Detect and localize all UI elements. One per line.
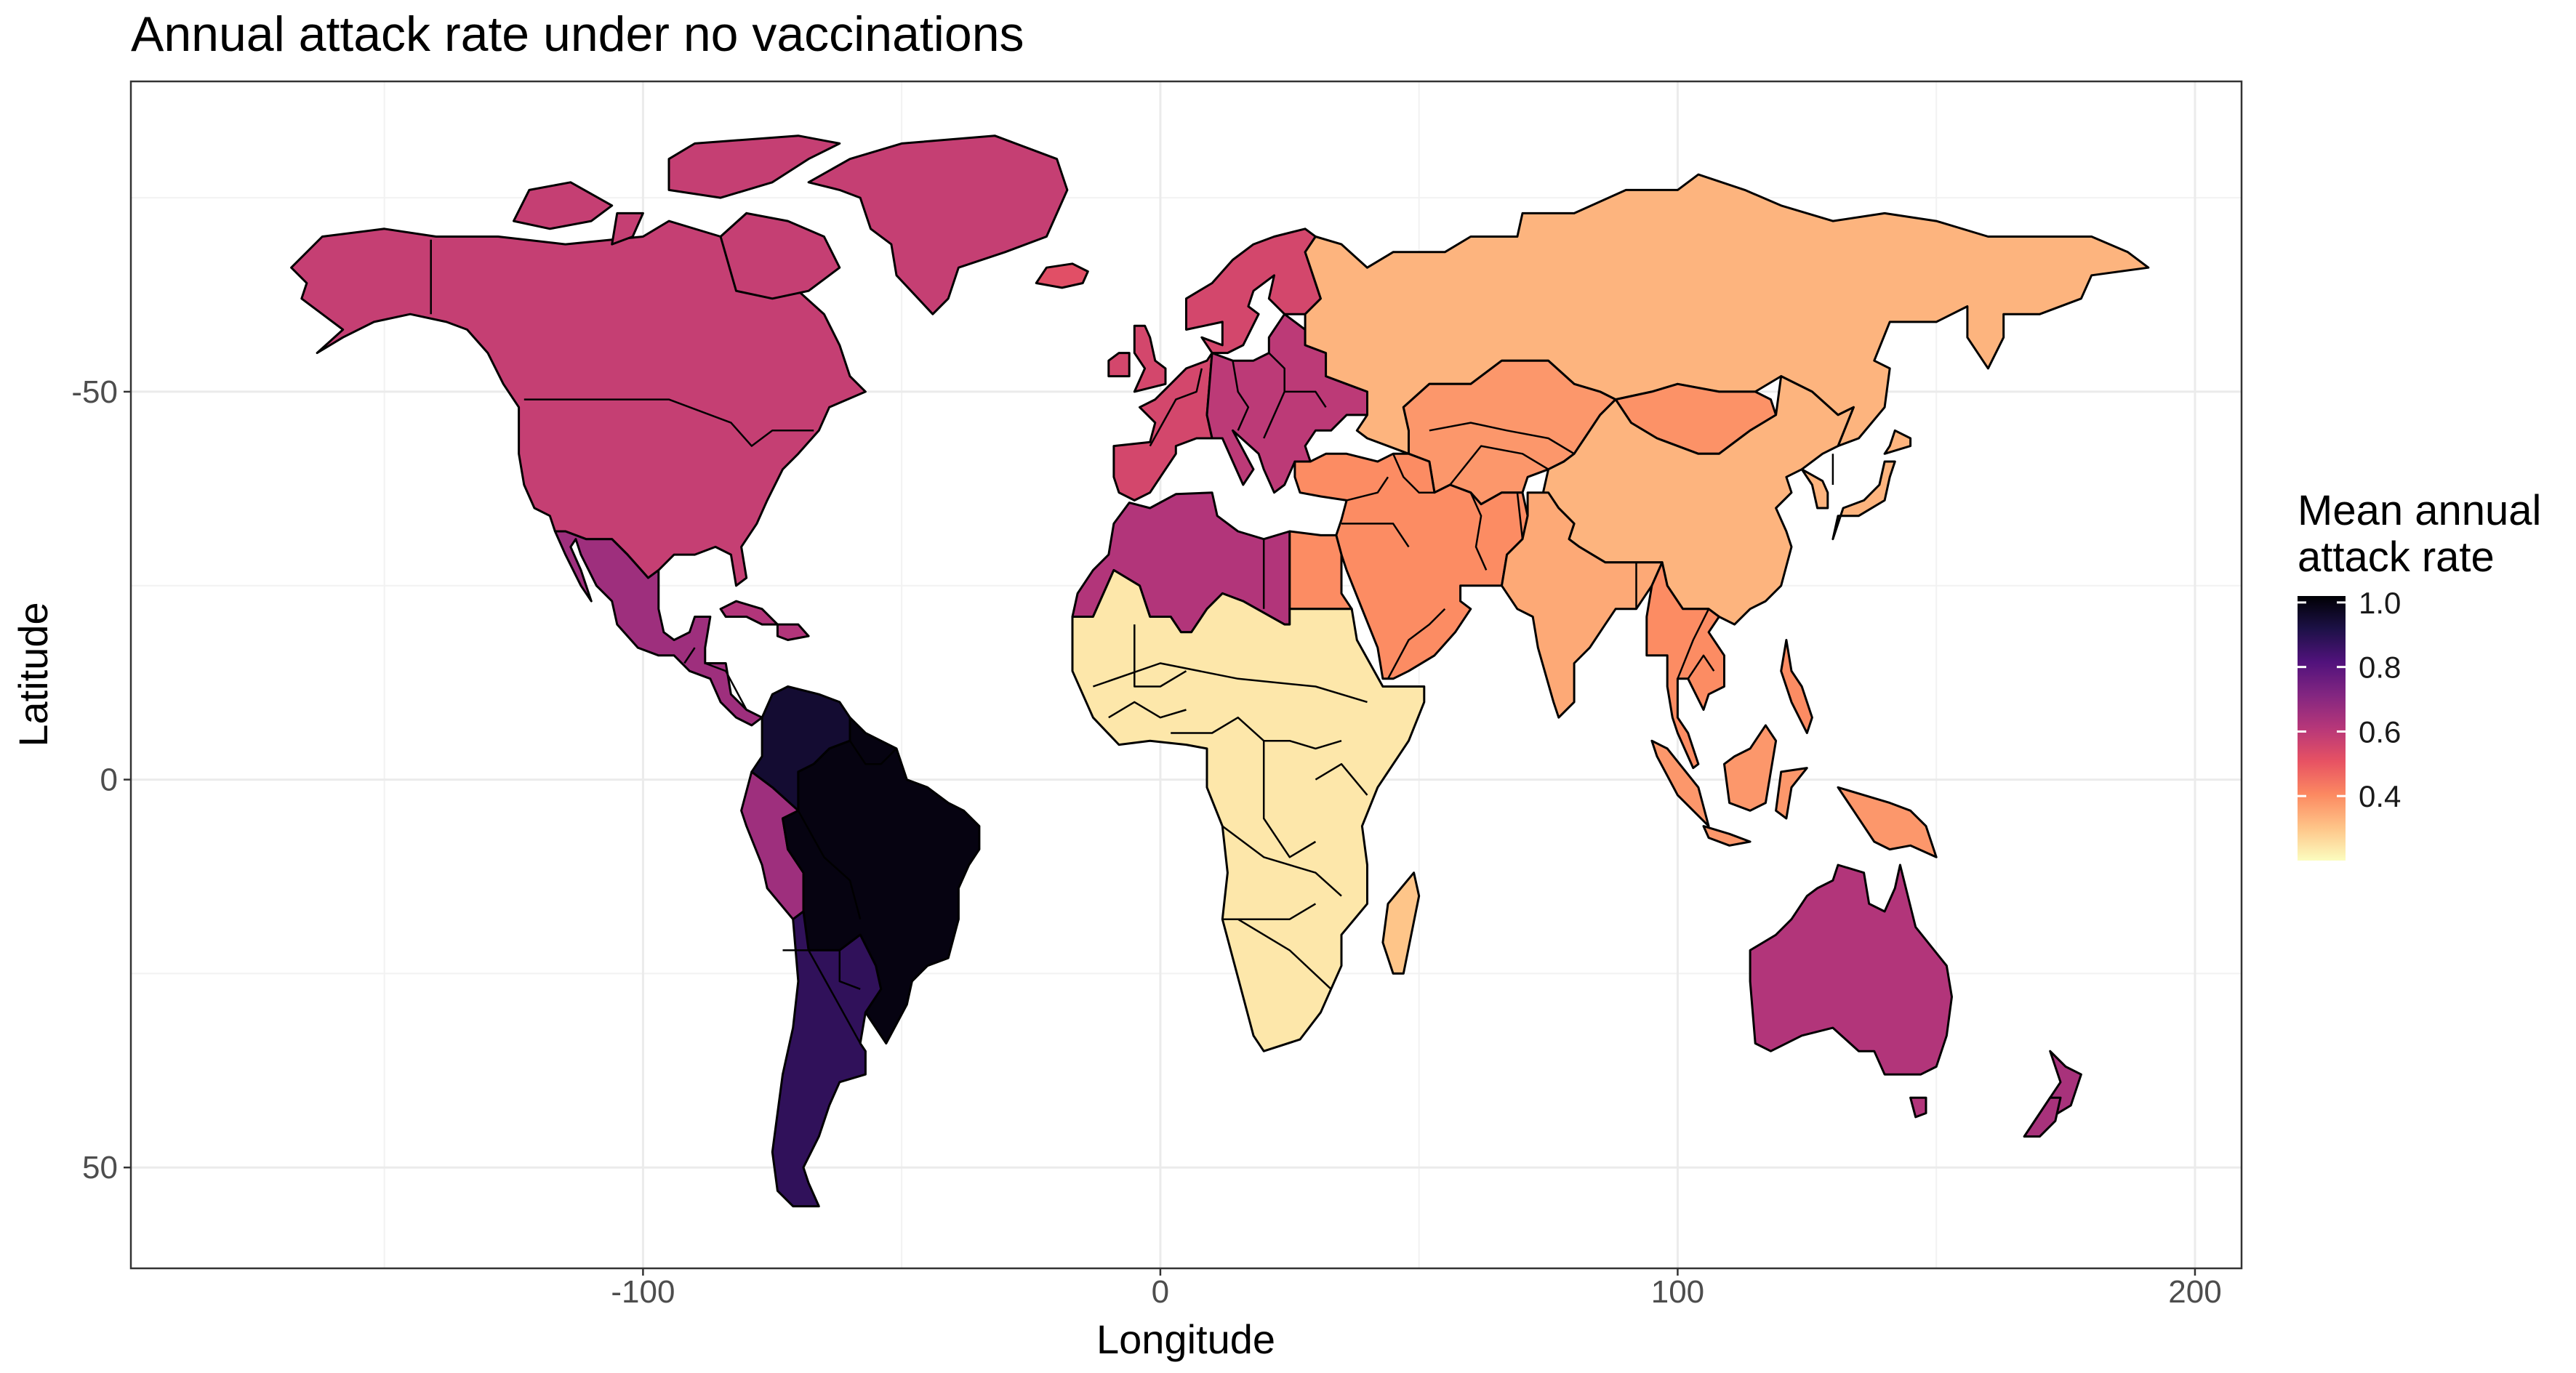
region-north-america: [667, 134, 841, 199]
region-south-asia: [1501, 491, 1664, 719]
country-border: [1346, 476, 1389, 502]
country-border: [1232, 360, 1250, 431]
country-border: [1221, 825, 1342, 897]
country-border: [1387, 608, 1446, 680]
country-border: [797, 810, 862, 920]
plot-panel-border: [129, 80, 2243, 1270]
legend-ticks: 1.0 0.8 0.6 0.4: [2298, 586, 2401, 813]
country-polygons: [290, 134, 2150, 1208]
region-indonesia-new-guinea: [1837, 786, 1938, 858]
country-border: [1469, 492, 1488, 571]
country-border: [848, 740, 897, 765]
country-border: [838, 950, 861, 990]
country-border: [1341, 523, 1410, 548]
country-border: [1449, 445, 1549, 486]
country-border: [683, 647, 696, 664]
color-legend: Mean annual attack rate 1.0 0.8 0.6 0.4: [2298, 487, 2541, 861]
region-madagascar: [1381, 871, 1421, 975]
country-border: [1315, 762, 1368, 796]
legend-tick-label: 1.0: [2359, 586, 2401, 620]
region-north-america: [513, 181, 614, 230]
country-border: [1237, 918, 1332, 990]
country-border: [1149, 368, 1203, 447]
region-argentina-chile: [771, 910, 883, 1208]
region-iceland: [1035, 262, 1089, 289]
region-indonesia-new-guinea: [1702, 825, 1752, 847]
country-border: [1284, 390, 1327, 408]
x-tick-label: 0: [1152, 1274, 1169, 1310]
x-tick-label: 100: [1651, 1274, 1704, 1310]
region-indonesia-new-guinea: [1723, 724, 1778, 812]
country-border: [523, 398, 814, 447]
region-indonesia-new-guinea: [1650, 739, 1710, 828]
x-axis-title: Longitude: [1096, 1316, 1275, 1362]
region-japan-korea: [1831, 460, 1896, 541]
country-border: [1687, 654, 1715, 680]
country-border: [1392, 453, 1435, 494]
region-australia: [1909, 1096, 1927, 1119]
x-axis-ticks: -100 0 100 200: [611, 1268, 2222, 1310]
region-southeast-asia: [1645, 561, 1725, 770]
legend-tick-label: 0.4: [2359, 779, 2401, 813]
region-japan-korea: [1800, 468, 1829, 510]
x-tick-label: -100: [611, 1274, 675, 1310]
country-border: [1092, 662, 1368, 704]
country-border: [705, 662, 747, 711]
region-new-zealand: [2023, 1096, 2062, 1138]
region-north-america: [611, 212, 644, 246]
region-mexico-central-america: [553, 530, 763, 727]
region-sub-saharan-africa: [1071, 568, 1426, 1052]
region-western-northern-europe: [1133, 324, 1167, 393]
country-border: [1677, 608, 1710, 680]
region-caribbean: [719, 600, 779, 626]
y-tick-label: 50: [82, 1150, 118, 1185]
y-tick-label: 0: [100, 762, 118, 798]
country-border: [1548, 460, 1565, 470]
region-caribbean: [776, 623, 810, 641]
chart-title: Annual attack rate under no vaccinations: [131, 7, 1024, 62]
x-tick-label: 200: [2168, 1274, 2221, 1310]
legend-colorbar: [2298, 596, 2346, 861]
region-western-northern-europe: [1107, 352, 1131, 378]
region-southeast-asia: [1780, 639, 1813, 734]
legend-title-line2: attack rate: [2298, 534, 2495, 581]
region-australia: [1749, 863, 1953, 1076]
country-border: [1501, 491, 1524, 539]
country-border: [1133, 624, 1187, 688]
country-border: [808, 949, 862, 1044]
legend-title-line1: Mean annual: [2298, 487, 2541, 534]
country-border: [1108, 701, 1187, 719]
country-border: [1429, 422, 1575, 455]
legend-tick-label: 0.6: [2359, 714, 2401, 749]
legend-tick-label: 0.8: [2359, 651, 2401, 685]
country-border: [1222, 903, 1317, 920]
y-axis-title: Latitude: [10, 602, 56, 746]
region-indonesia-new-guinea: [1775, 767, 1808, 820]
y-axis-ticks: 50 0 -50: [71, 374, 131, 1185]
y-tick-label: -50: [71, 374, 118, 410]
country-border: [1262, 741, 1317, 858]
region-north-america: [719, 212, 841, 300]
region-japan-korea: [1883, 429, 1912, 455]
region-greenland: [807, 134, 1069, 315]
